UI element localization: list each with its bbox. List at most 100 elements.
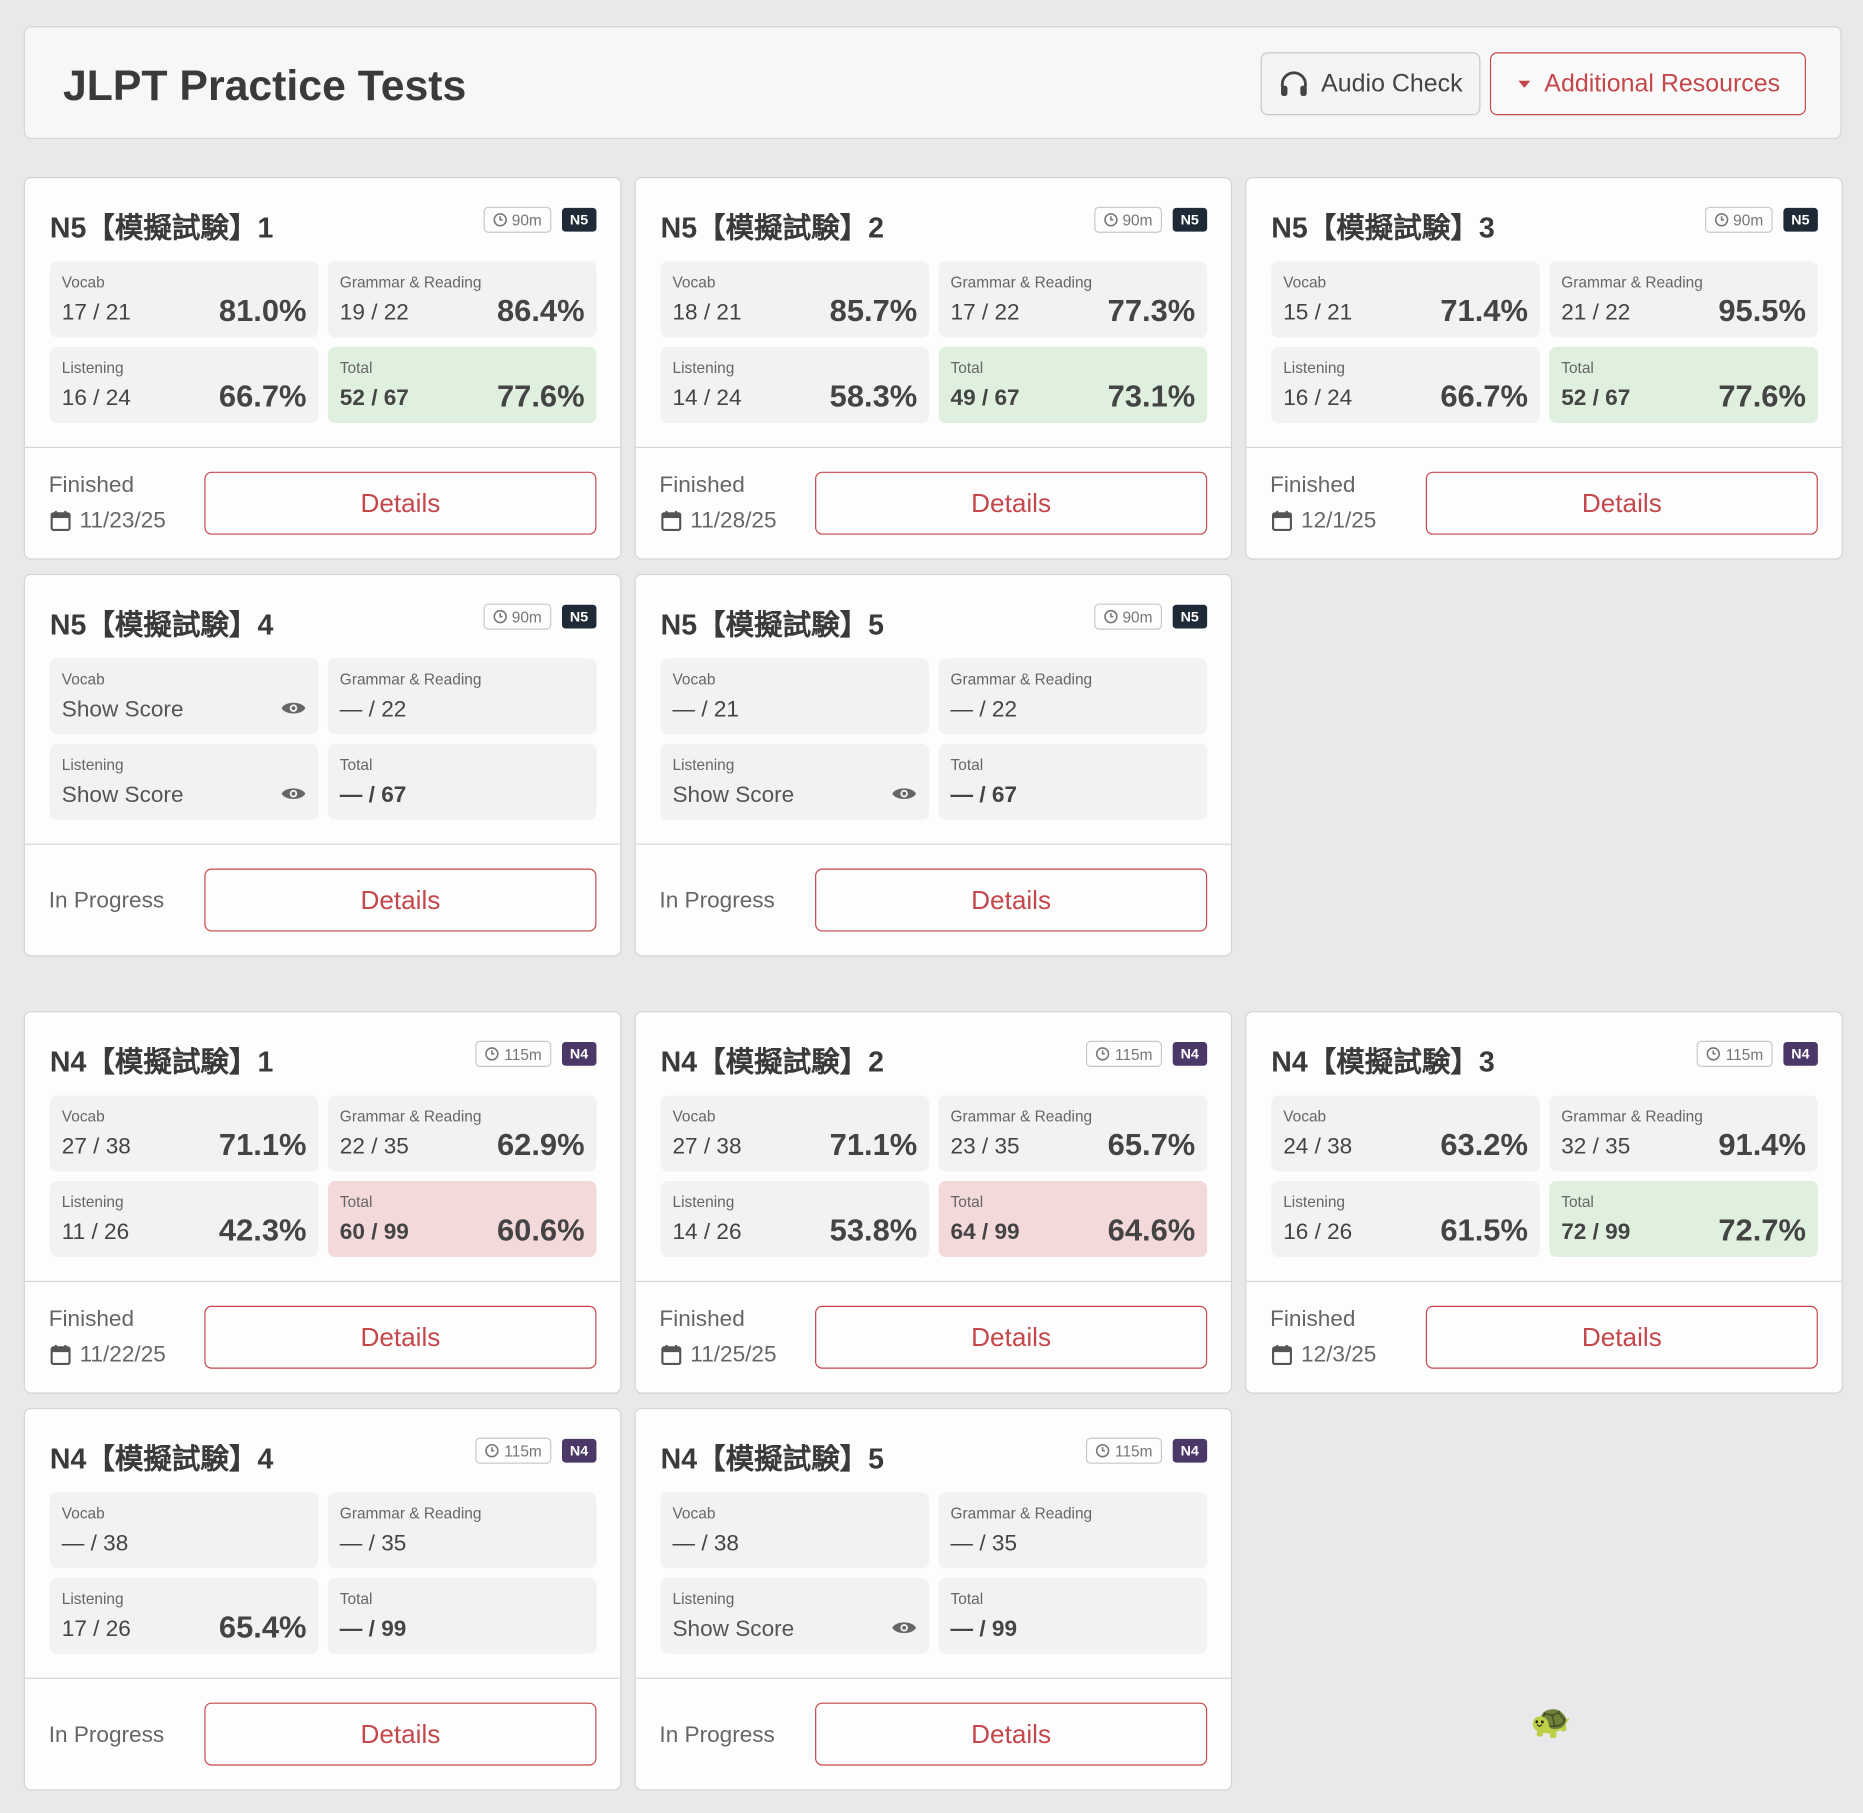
status: Finished [659,472,745,498]
audio-check-button[interactable]: Audio Check [1260,52,1481,116]
test-card: N5【模擬試験】2 N5 90m Vocab 18 / 21 85.7% Grammar &… [634,177,1233,560]
status: Finished [1270,472,1356,498]
clock-icon [1707,1047,1721,1061]
show-score[interactable]: Show Score [672,1617,795,1643]
section-label: Listening [61,1192,124,1211]
show-score[interactable]: Show Score [672,782,795,808]
score-box: Grammar & Reading 22 / 35 62.9% [327,1095,597,1172]
section-percent: 53.8% [829,1211,918,1248]
score-box: Total — / 99 [327,1577,597,1654]
duration: 90m [511,210,542,229]
score-box: Grammar & Reading — / 35 [327,1492,597,1569]
divider [635,1280,1231,1283]
section-score: 18 / 21 [672,300,742,326]
duration-pill: 115m [1697,1040,1773,1067]
section-label: Grammar & Reading [950,1504,1093,1523]
section-score: — / 67 [950,782,1018,808]
section-percent: 77.3% [1107,292,1196,328]
duration-pill: 115m [1086,1040,1163,1067]
score-box: Vocab Show Score [49,658,319,735]
clock-icon [1096,1047,1110,1061]
score-box: Listening 17 / 26 65.4% [49,1577,319,1654]
status: In Progress [659,1722,775,1748]
section-score: 27 / 38 [61,1134,131,1160]
resources-button[interactable]: Additional Resources [1489,52,1806,116]
section-label: Total [339,1192,373,1211]
section-label: Grammar & Reading [1561,273,1703,292]
section-label: Vocab [672,670,716,688]
details-button[interactable]: Details [204,1305,597,1369]
section-label: Grammar & Reading [950,1107,1093,1126]
section-percent: 71.1% [829,1126,918,1163]
details-button[interactable]: Details [815,1305,1208,1369]
eye-icon [892,788,917,800]
section-score: — / 38 [61,1531,129,1557]
score-box: Total 52 / 67 77.6% [1549,346,1818,423]
status: In Progress [659,888,775,914]
test-title: N5【模擬試験】2 [660,212,885,245]
section-score: — / 22 [339,697,407,723]
section-label: Grammar & Reading [950,273,1093,292]
details-button[interactable]: Details [204,1702,597,1766]
caret-icon [1518,80,1531,88]
section-score: 17 / 22 [950,300,1020,326]
level-badge: N4 [561,1041,597,1066]
section-score: — / 35 [950,1531,1018,1557]
section-score: 16 / 24 [1283,386,1353,412]
section-label: Total [339,1589,373,1608]
score-box: Listening Show Score [660,1577,930,1654]
section-percent: 91.4% [1718,1126,1806,1163]
details-button[interactable]: Details [1425,471,1818,535]
section-score: — / 35 [339,1531,407,1557]
section-percent: 62.9% [496,1126,585,1163]
score-box: Vocab — / 21 [660,658,930,735]
section-percent: 73.1% [1107,377,1196,414]
details-button[interactable]: Details [204,868,597,932]
section-label: Listening [672,1589,735,1608]
score-box: Total — / 67 [327,743,597,820]
section-percent: 66.7% [218,377,307,414]
show-score[interactable]: Show Score [61,782,184,808]
test-title: N4【模擬試験】1 [49,1046,274,1079]
section-label: Vocab [672,273,716,292]
section-label: Total [950,755,984,774]
section-percent: 65.4% [218,1608,307,1645]
test-title: N5【模擬試験】3 [1271,212,1495,245]
details-button[interactable]: Details [204,471,597,535]
section-label: Vocab [1283,1107,1327,1126]
duration: 115m [1114,1044,1153,1063]
details-button[interactable]: Details [815,1702,1208,1766]
test-card: N5【模擬試験】5 N5 90m Vocab — / 21 Grammar & Readi… [634,573,1233,957]
level-badge: N5 [1172,207,1208,232]
details-button[interactable]: Details [815,868,1208,932]
section-percent: 95.5% [1718,292,1806,328]
test-title: N4【模擬試験】2 [660,1046,885,1079]
show-score[interactable]: Show Score [61,697,184,723]
section-score: 17 / 21 [61,300,131,326]
section-score: 64 / 99 [950,1220,1020,1246]
section-score: 11 / 26 [61,1220,130,1246]
finish-date: 11/28/25 [690,508,777,534]
eye-icon [281,788,306,800]
section-score: 15 / 21 [1283,300,1353,326]
test-card: N5【模擬試験】4 N5 90m Vocab Show Score Grammar & R… [23,573,622,957]
calendar-icon [661,1344,682,1366]
level-badge: N5 [1782,207,1818,232]
section-label: Vocab [61,1504,105,1523]
finish-date: 12/3/25 [1301,1342,1377,1368]
score-box: Listening 16 / 24 66.7% [1271,346,1540,423]
details-button[interactable]: Details [815,471,1208,535]
test-title: N5【模擬試験】4 [49,609,274,642]
test-card: N5【模擬試験】3 N5 90m Vocab 15 / 21 71.4% Grammar &… [1245,177,1843,560]
details-button[interactable]: Details [1425,1305,1818,1369]
headphones-icon [1280,70,1307,96]
score-box: Total — / 99 [938,1577,1208,1654]
section-label: Grammar & Reading [339,1107,482,1126]
section-score: 16 / 26 [1283,1220,1353,1246]
section-percent: 77.6% [496,377,585,414]
section-percent: 77.6% [1718,377,1806,414]
duration: 115m [1114,1441,1153,1460]
test-title: N4【模擬試験】3 [1271,1046,1495,1079]
test-card: N4【模擬試験】4 N4 115m Vocab — / 38 Grammar & Read… [23,1407,622,1791]
